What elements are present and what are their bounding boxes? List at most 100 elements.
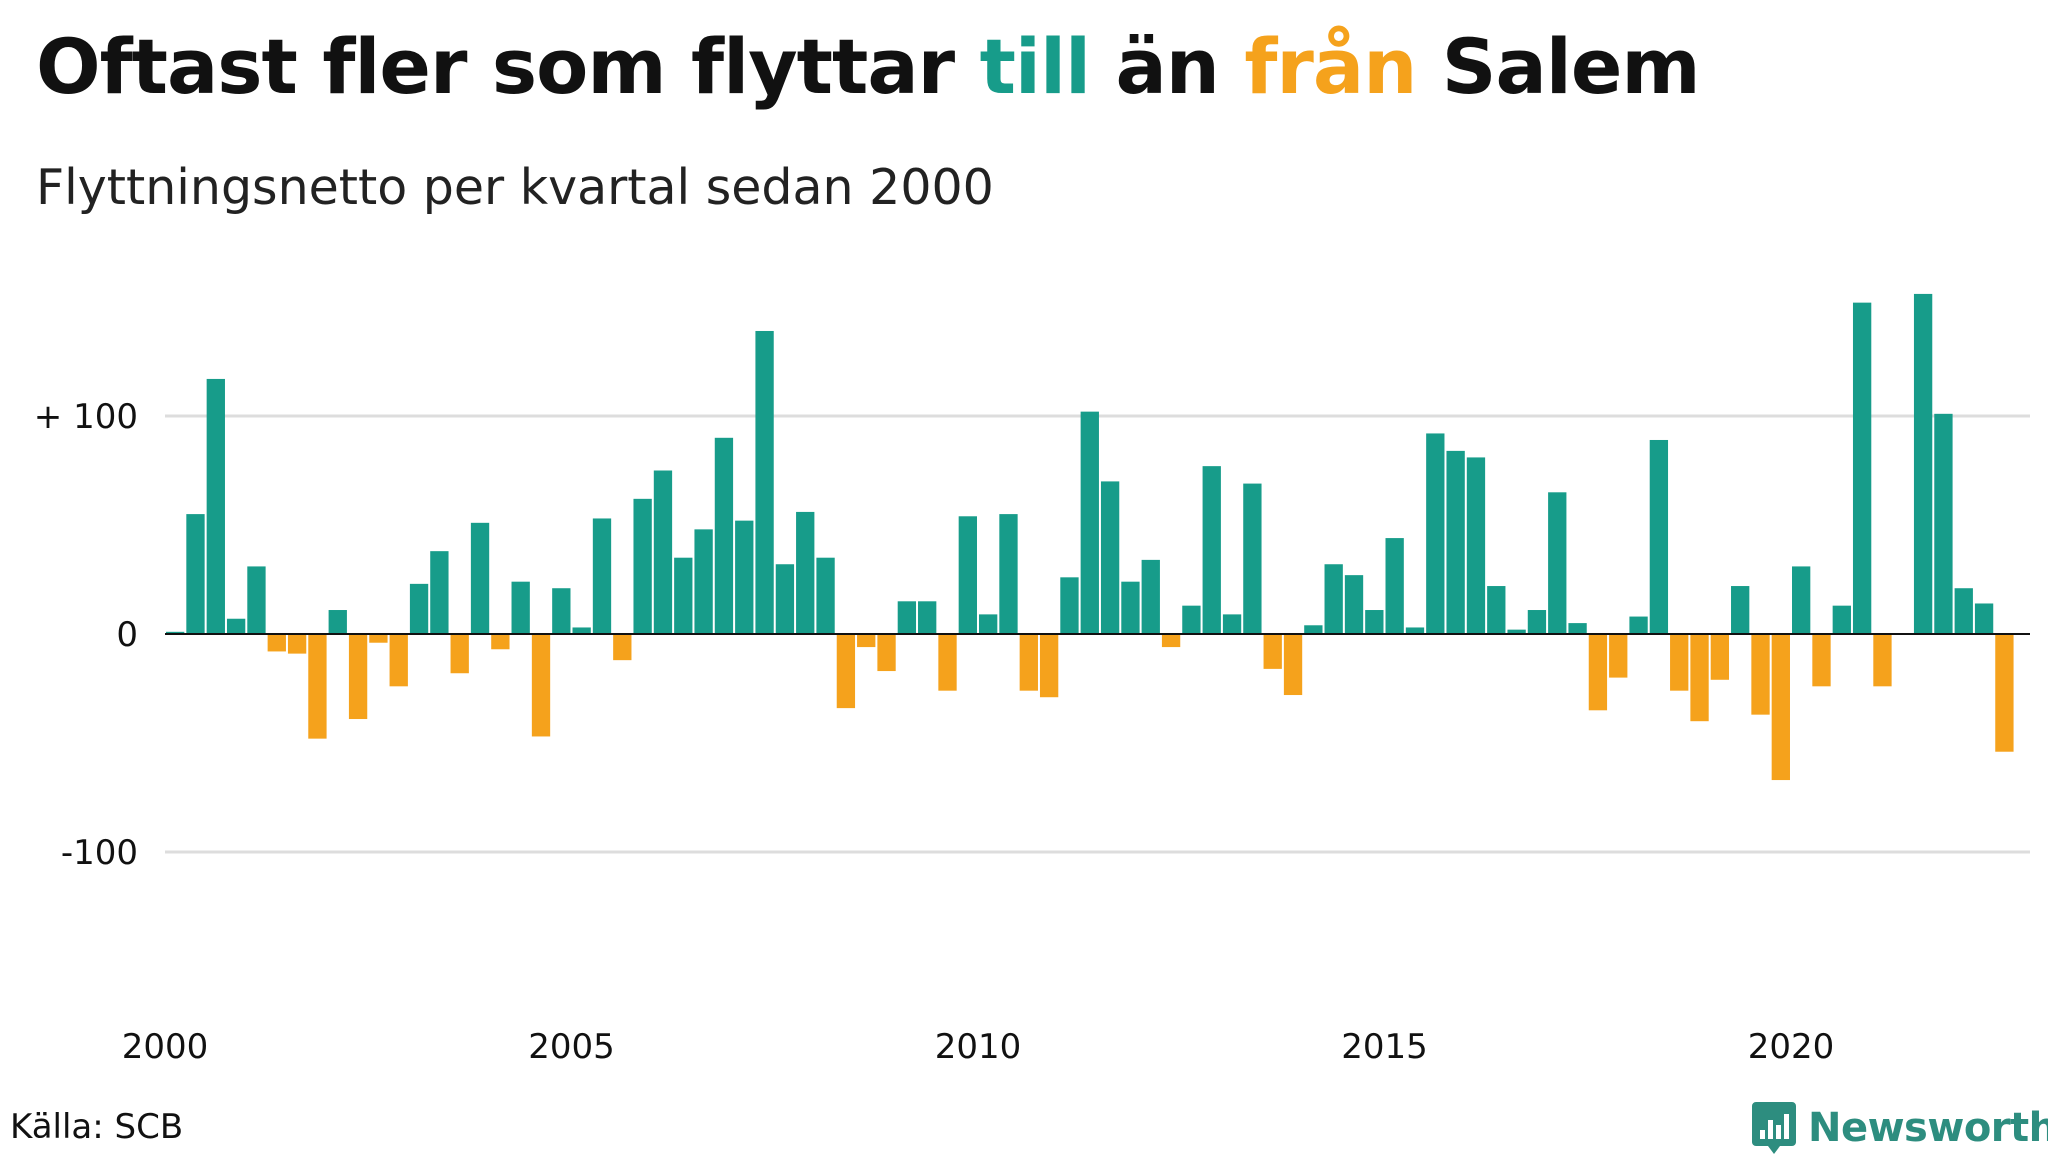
x-tick-label: 2020	[1748, 1027, 1835, 1067]
bar	[1629, 616, 1648, 634]
chart-subtitle: Flyttningsnetto per kvartal sedan 2000	[36, 159, 994, 216]
bar	[450, 634, 469, 674]
bar	[1222, 614, 1242, 634]
bar	[166, 631, 185, 634]
bar	[1995, 634, 2014, 752]
title-part-3: Salem	[1416, 22, 1701, 111]
y-tick-label: -100	[61, 833, 138, 873]
bar	[328, 610, 347, 634]
bar	[918, 601, 937, 634]
bar	[1609, 634, 1628, 678]
bar	[1568, 623, 1587, 634]
bar	[1466, 457, 1486, 634]
bar	[1527, 610, 1547, 634]
x-tick-label: 2005	[528, 1027, 615, 1067]
bar	[1344, 575, 1364, 634]
bar	[836, 634, 856, 709]
bar	[1812, 634, 1831, 687]
bar	[653, 470, 673, 634]
bar	[1324, 564, 1343, 634]
bar	[1588, 634, 1608, 711]
bar	[1771, 634, 1790, 781]
newsworthy-logo-icon	[1752, 1102, 1796, 1154]
newsworthy-logo: Newsworthy	[1750, 1100, 2048, 1156]
bar	[1141, 559, 1160, 634]
y-axis-labels: + 100 0 -100	[34, 397, 138, 873]
bar	[1548, 492, 1567, 634]
bar	[694, 529, 713, 634]
bar	[186, 514, 205, 634]
bar	[755, 330, 774, 634]
bar	[226, 618, 246, 634]
bar	[1852, 302, 1872, 634]
bar	[287, 634, 307, 654]
bar	[1385, 538, 1404, 634]
bar	[938, 634, 957, 691]
bar	[511, 581, 530, 634]
bar	[1832, 605, 1851, 634]
bar	[1121, 581, 1140, 634]
bar	[1243, 483, 1262, 634]
bar	[592, 518, 612, 634]
title-part-2: än	[1090, 22, 1245, 111]
bar	[1283, 634, 1303, 696]
bar	[1710, 634, 1730, 680]
bar	[1934, 413, 1953, 634]
bar	[1974, 603, 1994, 634]
bar	[613, 634, 632, 661]
bar	[1182, 605, 1201, 634]
x-tick-label: 2015	[1341, 1027, 1428, 1067]
title-part-1: Oftast fler som flyttar	[36, 22, 980, 111]
bar	[775, 564, 795, 634]
bar	[247, 566, 266, 634]
bar	[1100, 481, 1120, 634]
bar	[1365, 610, 1384, 634]
bar	[1731, 586, 1750, 634]
bar	[206, 378, 225, 634]
bar	[714, 437, 734, 634]
bar	[999, 514, 1018, 634]
bar	[389, 634, 408, 687]
bar	[796, 511, 815, 634]
bar	[979, 614, 998, 634]
bar	[1039, 634, 1059, 698]
title-highlight-from: från	[1244, 22, 1417, 111]
bar	[1913, 293, 1933, 634]
bar	[348, 634, 368, 720]
bar	[877, 634, 896, 672]
bar	[1060, 577, 1079, 634]
bar	[267, 634, 286, 652]
bar	[958, 516, 977, 634]
bar	[1751, 634, 1770, 715]
title-highlight-to: till	[979, 22, 1091, 111]
bar	[572, 627, 591, 634]
bar	[1161, 634, 1181, 648]
bar-chart: + 100 0 -100 2000 2005 2010 2015 2020	[34, 293, 2030, 1067]
bar	[816, 557, 835, 634]
bar	[1263, 634, 1282, 669]
bar	[1792, 566, 1811, 634]
x-axis-labels: 2000 2005 2010 2015 2020	[122, 1027, 1835, 1067]
bar	[308, 634, 327, 739]
bar	[1202, 466, 1221, 634]
bar	[1405, 627, 1425, 634]
y-tick-label: + 100	[34, 397, 138, 437]
bar	[674, 557, 693, 634]
bar	[1080, 411, 1099, 634]
x-tick-label: 2000	[122, 1027, 209, 1067]
bar	[897, 601, 917, 634]
bar	[1873, 634, 1892, 687]
bar	[1487, 586, 1506, 634]
bar	[633, 498, 652, 634]
bar	[1304, 625, 1323, 634]
bar	[1019, 634, 1038, 691]
bar	[1670, 634, 1689, 691]
x-tick-label: 2010	[935, 1027, 1022, 1067]
bar	[1690, 634, 1709, 722]
y-tick-label: 0	[116, 615, 138, 655]
bar	[369, 634, 388, 643]
source-note: Källa: SCB	[10, 1107, 184, 1147]
bar	[470, 522, 490, 634]
bar	[552, 588, 571, 634]
bar	[857, 634, 876, 648]
